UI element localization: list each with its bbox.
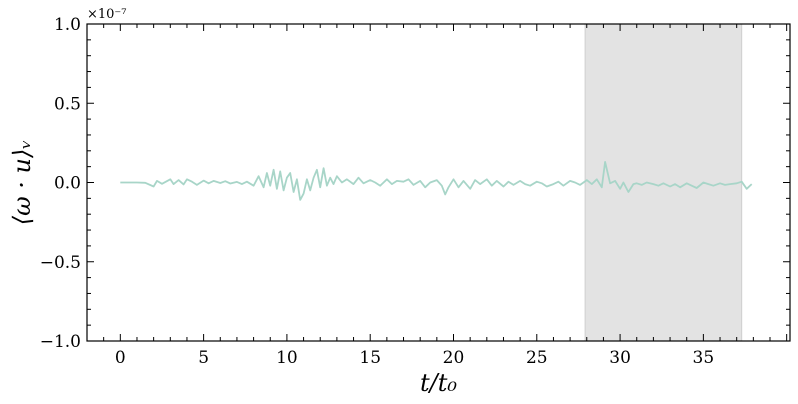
y-tick-label: 0.0 (54, 174, 81, 194)
series-line (120, 161, 753, 201)
x-tick-label: 35 (693, 348, 715, 368)
x-axis-tick-labels: 0 5 10 15 20 25 30 35 (115, 348, 714, 368)
x-tick-label: 20 (443, 348, 465, 368)
x-axis-ticks (103, 24, 788, 341)
x-tick-label: 10 (276, 348, 298, 368)
y-tick-label: −1.0 (40, 332, 81, 352)
y-axis-ticks (87, 23, 790, 342)
y-axis-multiplier: ×10⁻⁷ (87, 7, 127, 22)
y-tick-label: 0.5 (54, 94, 81, 114)
x-tick-label: 30 (609, 348, 631, 368)
x-axis-label: t/t₀ (420, 369, 457, 397)
x-tick-label: 25 (526, 348, 548, 368)
x-tick-label: 5 (198, 348, 209, 368)
y-tick-label: 1.0 (54, 15, 81, 35)
y-tick-label: −0.5 (40, 253, 81, 273)
y-axis-label: ⟨ω · u⟩ᵥ (8, 140, 36, 226)
x-tick-label: 15 (359, 348, 381, 368)
y-axis-tick-labels: −1.0 −0.5 0.0 0.5 1.0 (40, 15, 81, 352)
x-tick-label: 0 (115, 348, 126, 368)
